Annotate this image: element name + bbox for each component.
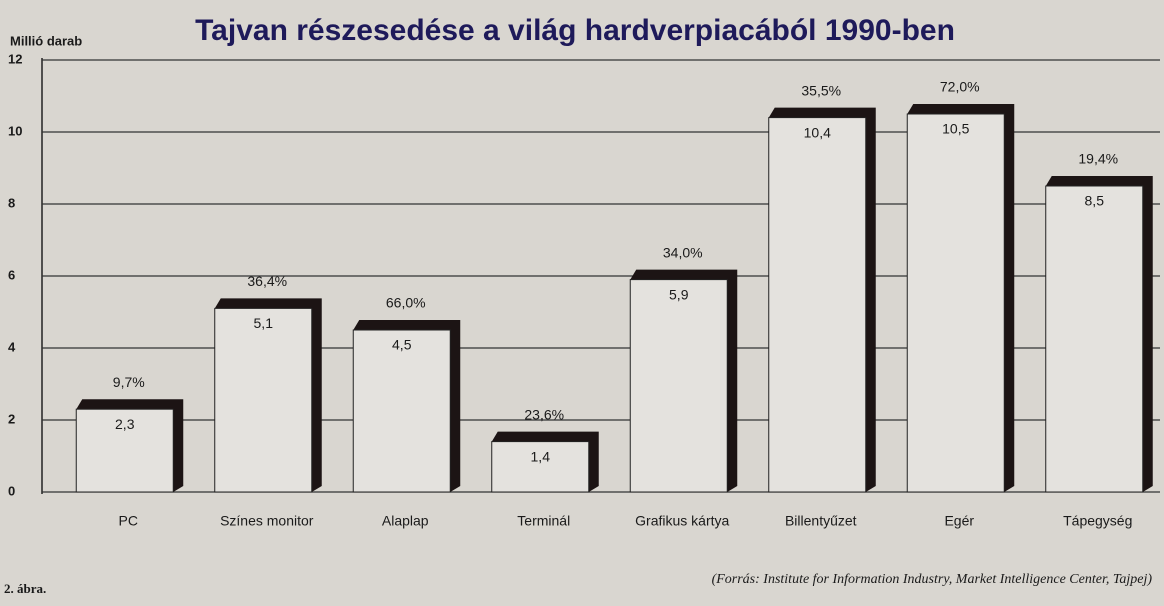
source: (Forrás: Institute for Information Indus… [712, 572, 1153, 587]
value-label: 5,9 [669, 286, 689, 302]
share-label: 35,5% [801, 82, 841, 98]
x-tick-label: Tápegység [1063, 513, 1132, 529]
bar [768, 117, 867, 493]
value-label: 4,5 [392, 337, 412, 353]
value-label: 8,5 [1085, 193, 1105, 209]
x-tick-label: Színes monitor [220, 513, 314, 529]
value-label: 10,4 [804, 124, 831, 140]
y-tick-label: 0 [8, 483, 15, 498]
value-label: 1,4 [531, 448, 551, 464]
bar [1045, 185, 1144, 493]
y-tick-label: 4 [8, 339, 16, 354]
value-label: 5,1 [254, 315, 274, 331]
y-tick-label: 2 [8, 411, 15, 426]
x-tick-label: PC [119, 513, 138, 529]
share-label: 19,4% [1078, 151, 1118, 167]
share-label: 23,6% [524, 406, 564, 422]
share-label: 36,4% [247, 273, 287, 289]
bar [214, 307, 313, 493]
x-tick-label: Grafikus kártya [635, 513, 729, 529]
chart-title: Tajvan részesedése a világ hardverpiacáb… [195, 14, 955, 47]
share-label: 34,0% [663, 244, 703, 260]
bar [906, 113, 1005, 493]
x-tick-label: Billentyűzet [785, 513, 857, 529]
bar [491, 441, 590, 493]
bar [75, 408, 174, 493]
y-axis-label: Millió darab [10, 33, 82, 48]
y-tick-label: 10 [8, 123, 22, 138]
y-tick-label: 12 [8, 51, 22, 66]
share-label: 9,7% [113, 374, 145, 390]
bar [352, 329, 451, 493]
share-label: 66,0% [386, 295, 426, 311]
x-tick-label: Egér [944, 513, 974, 529]
x-tick-label: Terminál [517, 513, 570, 529]
y-tick-label: 8 [8, 195, 15, 210]
value-label: 10,5 [942, 121, 969, 137]
figure-label: 2. ábra. [4, 581, 46, 596]
value-label: 2,3 [115, 416, 135, 432]
y-tick-label: 6 [8, 267, 15, 282]
share-label: 72,0% [940, 79, 980, 95]
x-tick-label: Alaplap [382, 513, 429, 529]
bar [629, 279, 728, 493]
